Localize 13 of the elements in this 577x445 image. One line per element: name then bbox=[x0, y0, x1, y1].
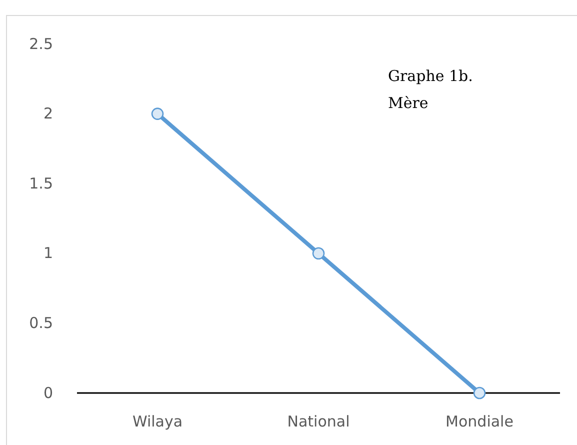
x-tick-label: National bbox=[287, 412, 350, 431]
point bbox=[473, 386, 486, 400]
y-tick-label: 2.5 bbox=[29, 34, 53, 53]
point bbox=[151, 108, 164, 120]
x-tick-label: Wilaya bbox=[132, 412, 183, 431]
y-tick-label: 0 bbox=[43, 384, 53, 402]
y-tick-label: 0.5 bbox=[29, 314, 53, 332]
x-tick-label: Mondiale bbox=[446, 412, 514, 431]
point bbox=[312, 247, 325, 260]
y-tick-label: 1.5 bbox=[29, 174, 53, 192]
y-tick-label: 1 bbox=[43, 244, 53, 262]
text: Graphe 1b. Mère bbox=[388, 67, 473, 112]
y-tick-label: 2 bbox=[43, 104, 53, 123]
